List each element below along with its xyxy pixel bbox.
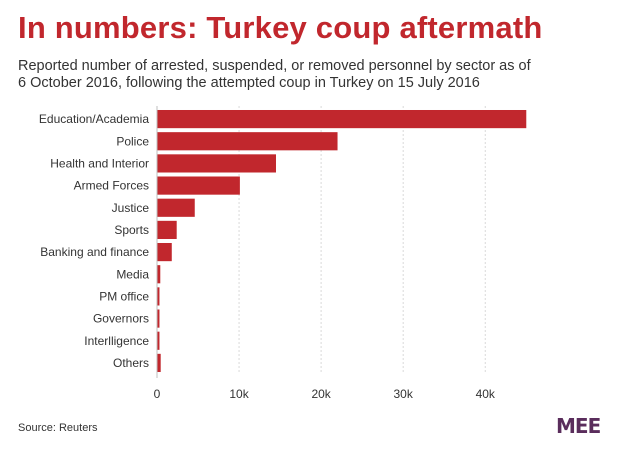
bar xyxy=(157,331,160,350)
bar xyxy=(157,242,172,262)
category-label: Health and Interior xyxy=(50,156,149,170)
bar xyxy=(157,220,177,240)
category-label: Governors xyxy=(93,312,149,326)
bar xyxy=(157,132,338,151)
tick-label: 30k xyxy=(394,387,414,401)
bar xyxy=(157,109,527,129)
subtitle-line-2: 6 October 2016, following the attempted … xyxy=(18,75,480,91)
category-label: Media xyxy=(116,267,149,281)
category-label: Banking and finance xyxy=(40,245,149,259)
category-label: Police xyxy=(116,134,149,148)
tick-label: 20k xyxy=(311,387,331,401)
category-label: Armed Forces xyxy=(74,179,149,193)
source-note: Source: Reuters xyxy=(18,422,98,434)
tick-label: 40k xyxy=(476,387,496,401)
tick-label: 10k xyxy=(229,387,249,401)
category-label: Others xyxy=(113,356,149,370)
bar xyxy=(157,154,276,173)
mee-logo: MEE xyxy=(556,414,601,438)
bar xyxy=(157,176,240,195)
bar xyxy=(157,353,161,373)
chart-title: In numbers: Turkey coup aftermath xyxy=(18,10,543,45)
subtitle-line-1: Reported number of arrested, suspended, … xyxy=(18,58,531,74)
category-label: Education/Academia xyxy=(39,112,149,126)
bar xyxy=(157,287,160,306)
category-label: Justice xyxy=(112,201,150,215)
chart-subtitle: Reported number of arrested, suspended, … xyxy=(18,58,608,92)
bar xyxy=(157,265,161,284)
category-label: PM office xyxy=(99,289,149,303)
category-label: Interlligence xyxy=(84,334,149,348)
tick-label: 0 xyxy=(154,387,161,401)
bar xyxy=(157,198,195,217)
bar xyxy=(157,309,160,328)
category-label: Sports xyxy=(114,223,149,237)
